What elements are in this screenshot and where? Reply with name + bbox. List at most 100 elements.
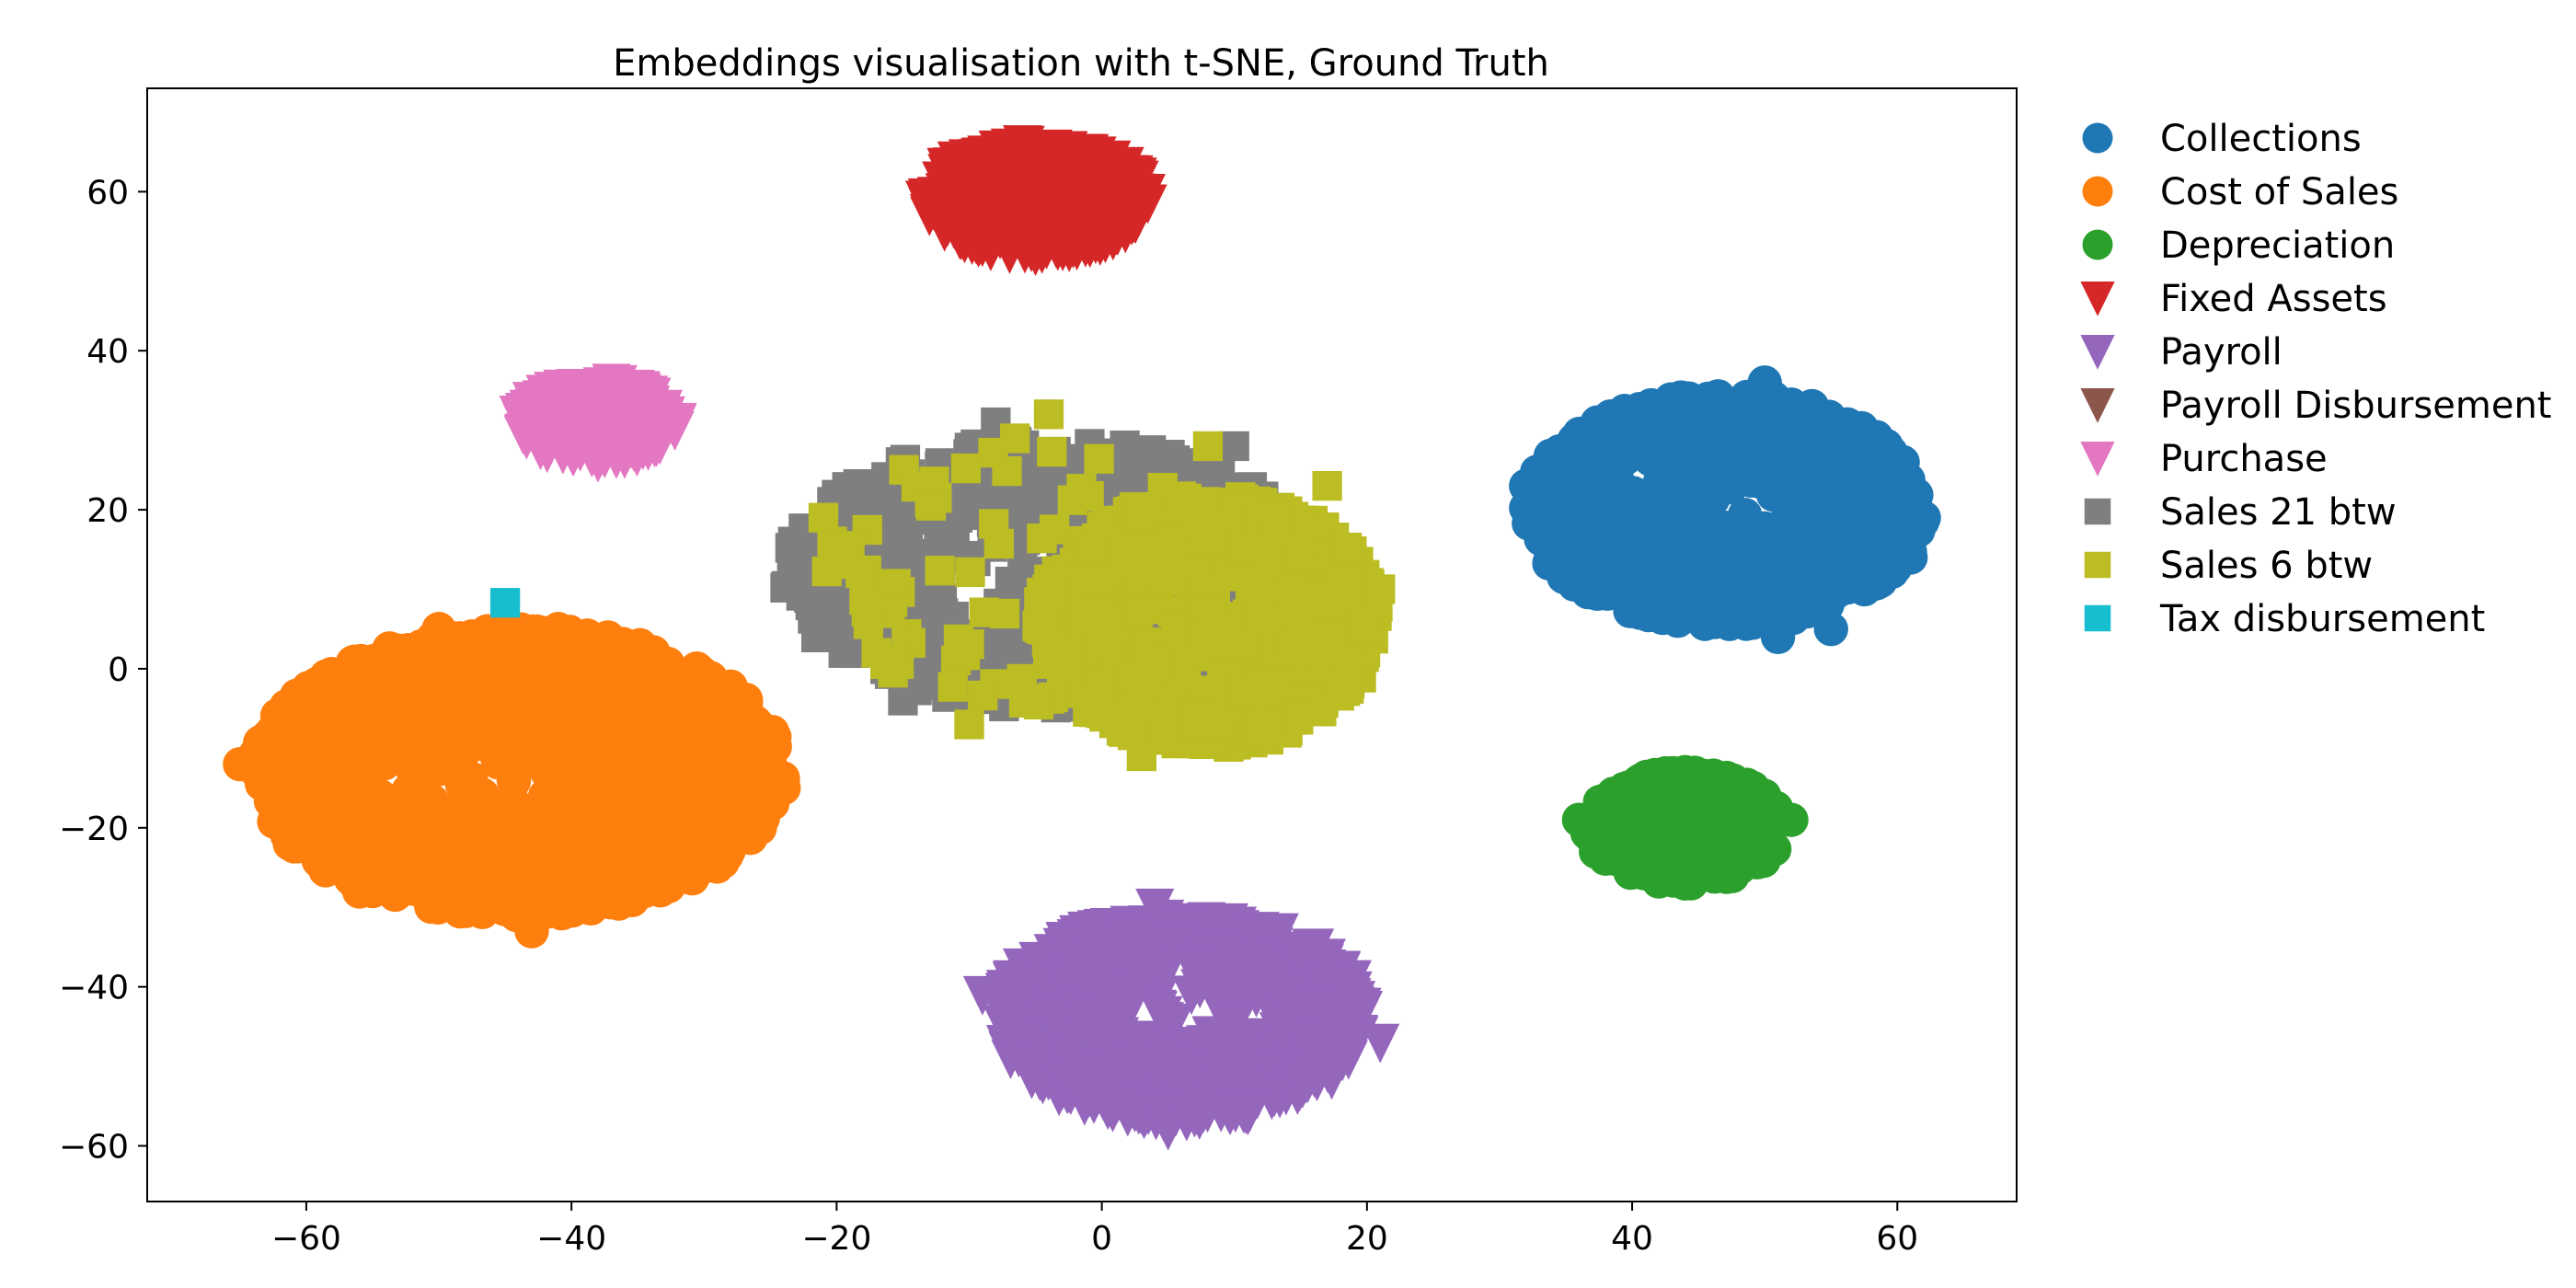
point-collections: [1680, 513, 1715, 548]
point-sales-6-btw: [1122, 599, 1153, 629]
point-cost-of-sales: [269, 689, 304, 725]
legend-label: Fixed Assets: [2160, 278, 2387, 320]
legend-marker-fixed-assets: [2080, 282, 2115, 316]
point-collections: [1586, 518, 1621, 553]
point-depreciation: [1561, 802, 1597, 837]
point-cost-of-sales: [664, 780, 699, 816]
point-cost-of-sales: [270, 818, 305, 853]
point-cost-of-sales: [465, 633, 500, 668]
point-cost-of-sales: [541, 612, 576, 647]
point-cost-of-sales: [663, 730, 698, 766]
point-collections: [1535, 438, 1571, 473]
point-collections: [1817, 536, 1853, 572]
point-collections: [1535, 540, 1570, 575]
point-cost-of-sales: [585, 793, 621, 828]
point-sales-21-btw: [1110, 430, 1140, 461]
x-axis: −60 −40 −20 0 20 40 60: [271, 1202, 1918, 1258]
y-tick-label: 20: [86, 492, 129, 530]
point-collections: [1633, 421, 1669, 456]
legend-item-cost-of-sales: Cost of Sales: [2082, 171, 2398, 213]
point-cost-of-sales: [634, 869, 670, 904]
point-sales-6-btw: [925, 556, 955, 586]
point-sales-6-btw: [1251, 605, 1282, 636]
point-sales-6-btw: [1288, 505, 1318, 535]
legend-item-fixed-assets: Fixed Assets: [2080, 278, 2387, 320]
series-fixed-assets: [904, 125, 1167, 276]
point-sales-6-btw: [1190, 523, 1221, 555]
point-cost-of-sales: [589, 849, 625, 884]
point-sales-6-btw: [1261, 666, 1293, 696]
points-layer: [223, 125, 1941, 1151]
point-cost-of-sales: [514, 914, 549, 949]
point-cost-of-sales: [398, 830, 434, 865]
series-collections: [1509, 365, 1941, 655]
legend-label: Collections: [2160, 118, 2362, 160]
point-sales-6-btw: [1057, 485, 1088, 515]
point-cost-of-sales: [223, 746, 258, 782]
chart-title: Embeddings visualisation with t-SNE, Gro…: [613, 42, 1549, 85]
point-collections: [1880, 471, 1916, 506]
point-sales-6-btw: [1086, 698, 1116, 729]
point-collections: [1760, 619, 1796, 655]
point-sales-6-btw: [1000, 423, 1030, 454]
point-sales-6-btw: [861, 638, 891, 668]
point-collections: [1570, 558, 1605, 592]
point-cost-of-sales: [638, 673, 674, 708]
point-cost-of-sales: [588, 676, 624, 712]
point-cost-of-sales: [444, 793, 479, 828]
point-sales-6-btw: [992, 455, 1022, 487]
point-depreciation: [1756, 832, 1792, 867]
point-collections: [1847, 431, 1883, 467]
point-sales-6-btw: [1038, 576, 1068, 606]
point-cost-of-sales: [409, 654, 445, 689]
point-sales-6-btw: [1087, 512, 1117, 544]
point-cost-of-sales: [466, 676, 500, 712]
series-depreciation: [1561, 754, 1809, 901]
point-collections: [1759, 526, 1794, 561]
point-sales-21-btw: [818, 618, 849, 649]
point-cost-of-sales: [631, 756, 666, 792]
point-sales-6-btw: [1279, 632, 1309, 662]
point-sales-6-btw: [1147, 472, 1178, 503]
point-cost-of-sales: [368, 715, 403, 751]
point-collections: [1557, 473, 1593, 508]
point-collections: [1680, 489, 1716, 524]
point-cost-of-sales: [626, 708, 661, 744]
point-sales-6-btw: [955, 557, 985, 588]
point-cost-of-sales: [635, 646, 671, 681]
point-cost-of-sales: [766, 770, 801, 806]
point-sales-6-btw: [1008, 687, 1040, 718]
point-sales-6-btw: [1312, 470, 1342, 501]
point-collections: [1761, 578, 1796, 613]
point-sales-6-btw: [1144, 650, 1175, 681]
point-sales-6-btw: [1037, 436, 1067, 467]
point-sales-6-btw: [1087, 669, 1117, 700]
point-sales-6-btw: [1282, 698, 1313, 730]
point-depreciation: [1605, 786, 1641, 822]
point-depreciation: [1732, 807, 1768, 842]
point-collections: [1696, 386, 1731, 422]
y-tick-label: −40: [59, 970, 129, 1007]
point-collections: [1527, 511, 1563, 546]
point-sales-6-btw: [950, 453, 982, 484]
x-tick-label: 20: [1346, 1220, 1388, 1258]
point-collections: [1813, 612, 1848, 647]
point-cost-of-sales: [593, 623, 628, 658]
point-cost-of-sales: [506, 842, 541, 878]
point-sales-21-btw: [888, 685, 918, 716]
point-cost-of-sales: [540, 663, 576, 699]
x-tick-label: −20: [801, 1220, 871, 1258]
legend-item-payroll-disbursement: Payroll Disbursement: [2080, 385, 2552, 427]
point-collections: [1844, 486, 1879, 521]
point-cost-of-sales: [301, 690, 337, 725]
point-cost-of-sales: [453, 761, 489, 796]
point-sales-21-btw: [776, 558, 807, 589]
point-cost-of-sales: [728, 816, 763, 851]
point-collections: [1618, 588, 1653, 623]
point-sales-6-btw: [1123, 499, 1154, 529]
point-cost-of-sales: [587, 818, 622, 854]
legend-label: Payroll Disbursement: [2160, 385, 2552, 427]
